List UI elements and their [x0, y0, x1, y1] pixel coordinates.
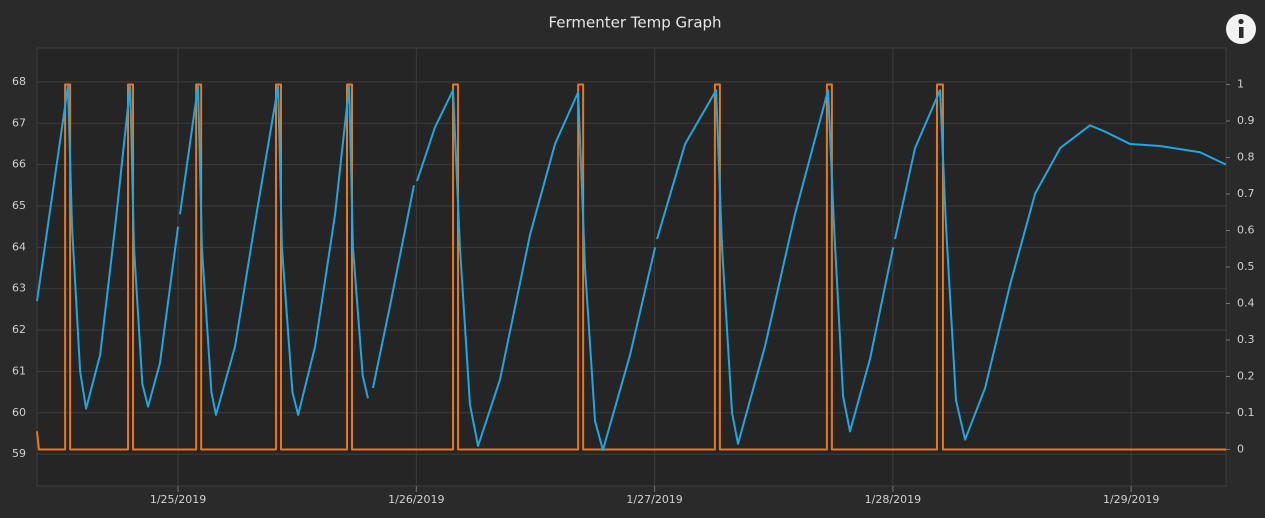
y2-tick-label: 0.5 [1237, 260, 1255, 273]
y-tick-label: 59 [12, 447, 26, 460]
y2-tick-label: 0.4 [1237, 297, 1255, 310]
y2-tick-label: 1 [1237, 78, 1244, 91]
y2-tick-label: 0.6 [1237, 224, 1255, 237]
plot-area [36, 47, 1227, 487]
y-tick-label: 67 [12, 116, 26, 129]
y2-tick-label: 0.7 [1237, 187, 1255, 200]
x-tick-label: 1/26/2019 [388, 493, 444, 506]
x-tick-label: 1/29/2019 [1103, 493, 1159, 506]
y2-tick-label: 0.9 [1237, 114, 1255, 127]
y2-tick-label: 0.2 [1237, 370, 1255, 383]
data-line [36, 85, 1227, 452]
y2-tick-label: 0.1 [1237, 406, 1255, 419]
y-tick-label: 66 [12, 158, 26, 171]
y-tick-label: 60 [12, 406, 26, 419]
data-line [36, 83, 1226, 451]
y-tick-label: 64 [12, 240, 26, 253]
y2-tick-label: 0.8 [1237, 151, 1255, 164]
y-tick-label: 62 [12, 323, 26, 336]
info-glyph-dot [1238, 18, 1244, 25]
y2-tick-label: 0 [1237, 443, 1244, 456]
y-tick-label: 63 [12, 282, 26, 295]
x-tick-label: 1/25/2019 [150, 493, 206, 506]
x-tick-label: 1/28/2019 [865, 493, 921, 506]
info-button[interactable] [1226, 14, 1256, 44]
chart-title: Fermenter Temp Graph [548, 14, 721, 32]
y2-tick-label: 0.3 [1237, 333, 1255, 346]
info-glyph [1239, 27, 1244, 38]
x-tick-label: 1/27/2019 [626, 493, 682, 506]
y-tick-label: 68 [12, 75, 26, 88]
y-tick-label: 65 [12, 199, 26, 212]
y-tick-label: 61 [12, 364, 26, 377]
